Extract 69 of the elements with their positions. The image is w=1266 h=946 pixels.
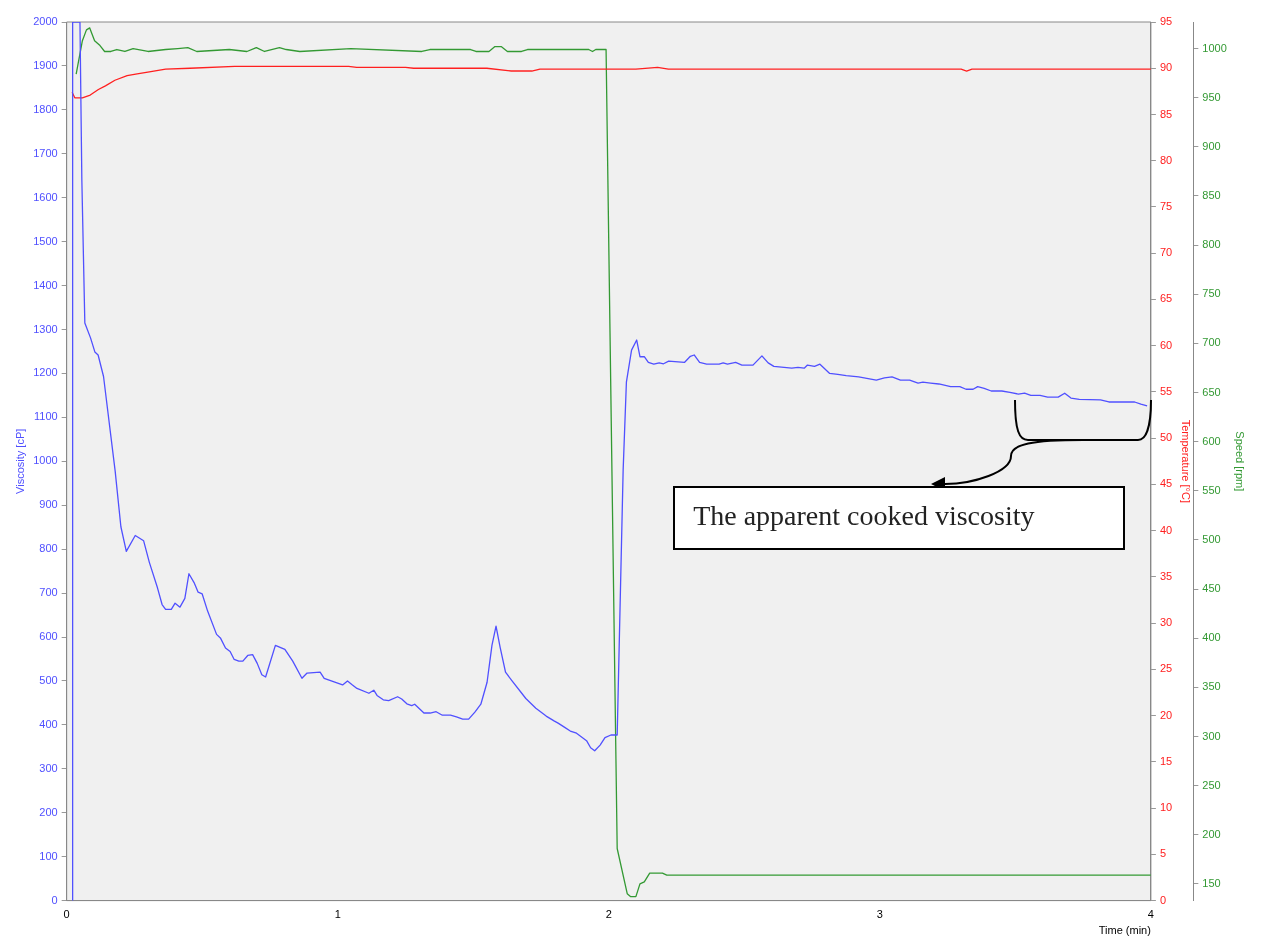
y-tick-label: 200 [39,805,58,818]
y3-tick-label: 350 [1202,680,1221,693]
y-tick-label: 600 [39,630,58,643]
y2-tick-label: 90 [1159,61,1173,74]
y3-tick-label: 500 [1202,532,1221,545]
y3-axis-title: Speed [rpm] [1234,431,1247,492]
y3-tick-label: 650 [1202,385,1221,398]
y3-tick-label: 300 [1202,729,1221,742]
x-tick-label: 3 [876,908,883,921]
y2-tick-label: 60 [1159,338,1173,351]
y3-tick-label: 250 [1202,778,1221,791]
y-tick-label: 300 [39,761,58,774]
y2-tick-label: 45 [1159,477,1173,490]
y2-tick-label: 35 [1159,569,1173,582]
y3-tick-label: 800 [1202,238,1221,251]
y2-tick-label: 15 [1159,754,1173,767]
y-tick-label: 1200 [33,366,58,379]
x-tick-label: 2 [605,908,612,921]
y2-tick-label: 85 [1159,107,1173,120]
y2-axis-title: Temperature [°C] [1179,419,1192,503]
y-tick-label: 1500 [33,234,58,247]
y2-tick-label: 95 [1159,15,1173,28]
y2-tick-label: 30 [1159,616,1173,629]
y3-tick-label: 900 [1202,139,1221,152]
y-tick-label: 1900 [33,58,58,71]
y3-tick-label: 150 [1202,876,1221,889]
y3-tick-label: 600 [1202,434,1221,447]
y2-tick-label: 20 [1159,708,1173,721]
y2-tick-label: 75 [1159,200,1173,212]
y2-tick-label: 5 [1159,847,1167,860]
y2-tick-label: 80 [1159,153,1173,166]
y3-tick-label: 550 [1202,483,1221,496]
y-tick-label: 1100 [34,410,58,423]
y-tick-label: 1000 [33,454,58,467]
y3-tick-label: 850 [1202,188,1221,201]
y-tick-label: 1400 [33,278,58,291]
y-tick-label: 2000 [33,15,58,28]
y-tick-label: 700 [39,586,58,599]
y3-tick-label: 200 [1202,827,1221,840]
x-tick-label: 0 [63,908,70,921]
y-tick-label: 0 [51,893,58,906]
y2-tick-label: 40 [1159,523,1173,536]
annotation: The apparent cooked viscosity [693,499,1035,532]
y2-tick-label: 70 [1159,246,1173,259]
x-tick-label: 1 [334,908,341,921]
y-tick-label: 1300 [33,322,58,335]
y3-tick-label: 1000 [1202,41,1227,54]
y-tick-label: 1800 [33,102,58,115]
y3-tick-label: 950 [1202,90,1221,103]
y3-tick-label: 450 [1202,582,1221,595]
y-tick-label: 800 [39,542,58,555]
y-tick-label: 100 [39,849,58,862]
y-tick-label: 1600 [33,190,58,203]
y3-tick-label: 750 [1202,287,1221,300]
y-axis-title: Viscosity [cP] [13,428,26,494]
y-tick-label: 400 [39,717,58,730]
x-axis-title: Time (min) [1098,924,1151,937]
y-tick-label: 500 [39,673,58,686]
y2-tick-label: 50 [1159,431,1173,444]
y3-tick-label: 700 [1202,336,1221,349]
y2-tick-label: 25 [1159,662,1173,675]
y2-tick-label: 55 [1159,384,1173,397]
y-tick-label: 900 [39,498,58,511]
y3-tick-label: 400 [1202,631,1221,644]
y-tick-label: 1700 [33,146,58,159]
x-tick-label: 4 [1147,908,1154,921]
y2-tick-label: 0 [1159,893,1167,906]
y2-tick-label: 10 [1159,801,1173,814]
y2-tick-label: 65 [1159,292,1173,305]
